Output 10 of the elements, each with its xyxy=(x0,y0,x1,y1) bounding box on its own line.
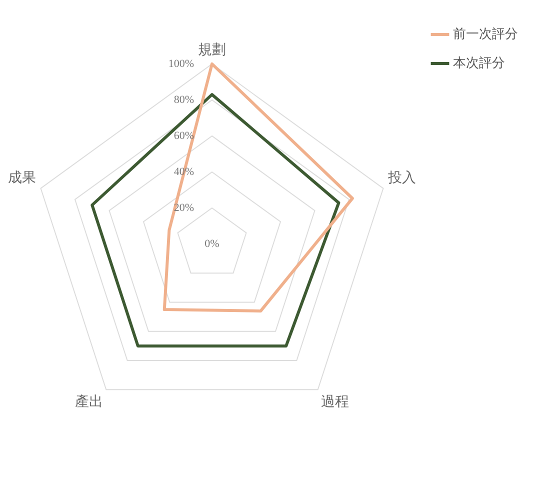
legend-label: 本次評分 xyxy=(453,56,505,71)
y-tick-label: 0% xyxy=(204,238,220,250)
spoke-label: 投入 xyxy=(387,170,416,186)
legend-label: 前一次評分 xyxy=(453,26,518,42)
spoke-label: 成果 xyxy=(8,170,36,186)
y-tick-label: 100% xyxy=(168,58,194,70)
spoke-label: 過程 xyxy=(320,394,349,410)
spoke-label: 產出 xyxy=(75,394,104,410)
spoke-label: 規劃 xyxy=(198,42,226,58)
y-tick-label: 80% xyxy=(174,94,194,106)
